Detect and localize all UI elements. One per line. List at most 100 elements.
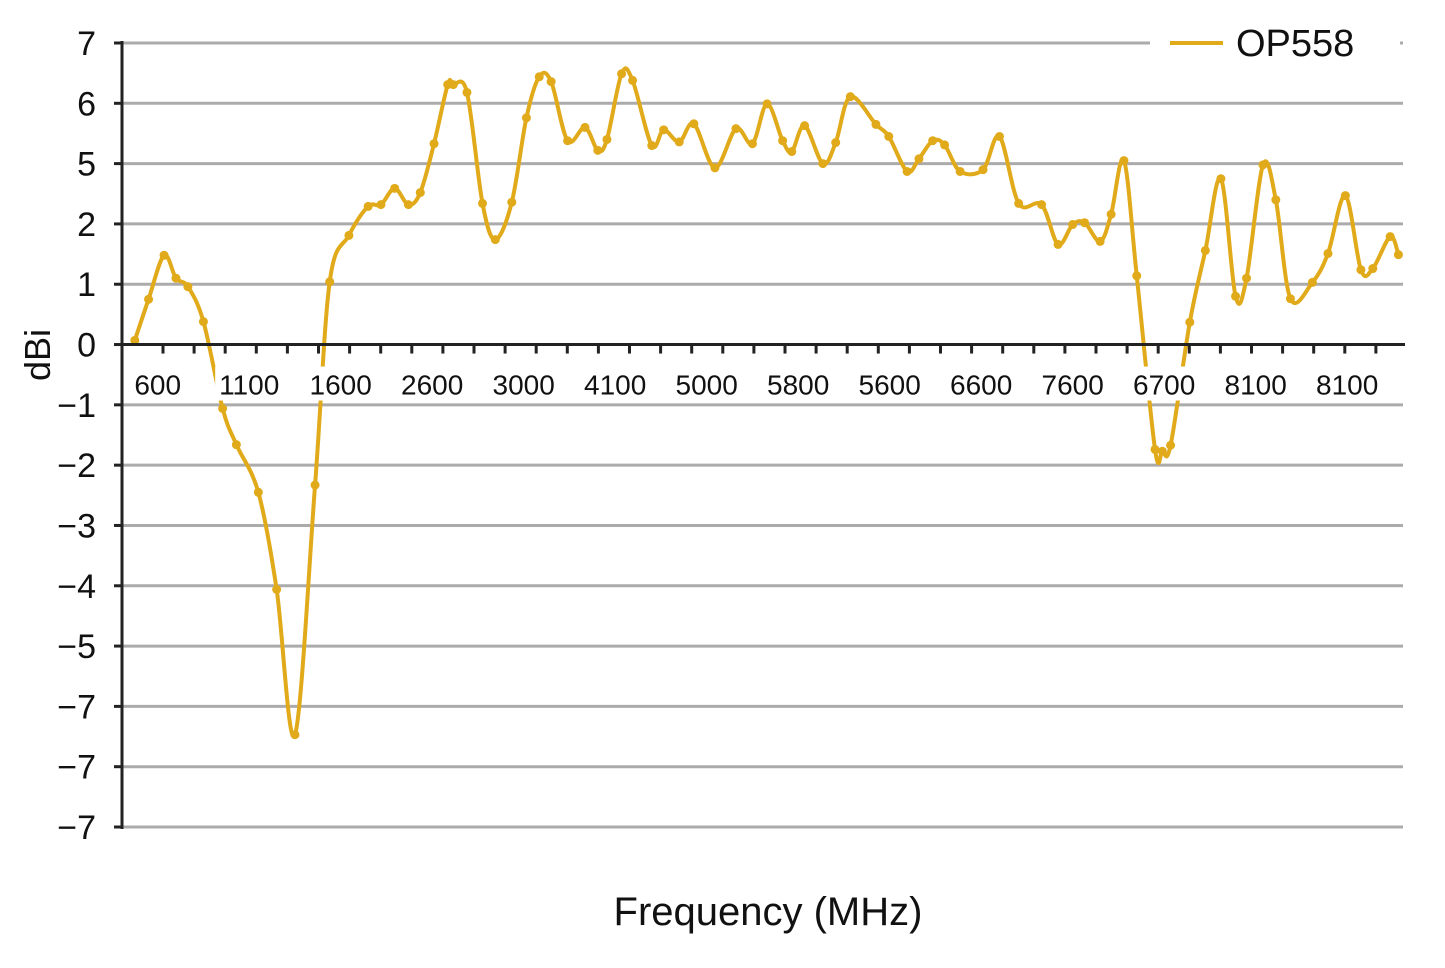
data-point <box>1307 277 1317 287</box>
data-point <box>403 200 413 210</box>
data-point <box>546 77 556 87</box>
data-point <box>231 440 241 450</box>
data-point <box>1080 218 1090 228</box>
data-point <box>1385 232 1395 242</box>
data-point <box>490 235 500 245</box>
y-tick-label: 5 <box>77 146 96 184</box>
data-point <box>1132 271 1142 281</box>
data-point <box>1014 198 1024 208</box>
data-point <box>521 113 531 123</box>
y-tick-label: −4 <box>57 568 96 606</box>
data-point <box>602 134 612 144</box>
data-point <box>1340 191 1350 201</box>
data-point <box>363 201 373 211</box>
data-point <box>731 124 741 134</box>
data-point <box>800 121 810 131</box>
y-tick-label: −7 <box>57 749 96 787</box>
y-tick-label: −7 <box>57 809 96 847</box>
data-point <box>1271 195 1281 205</box>
data-point <box>580 122 590 132</box>
x-tick-label-background <box>398 366 467 401</box>
data-point <box>429 139 439 149</box>
x-tick-label: 4100 <box>584 370 646 401</box>
data-point <box>415 188 425 198</box>
data-point <box>617 69 627 79</box>
x-tick-labels: 600 1100 1600 2600 3000 4100 5000 5800 5600 6600 7… <box>123 366 1382 401</box>
x-tick-label-background <box>764 366 833 401</box>
x-tick-label-background <box>855 366 924 401</box>
x-tick-label: 8100 <box>1316 370 1378 401</box>
x-tick-label: 6700 <box>1133 370 1195 401</box>
series-line <box>132 66 1401 739</box>
data-point <box>1231 291 1241 301</box>
data-point <box>831 138 841 148</box>
data-point <box>171 273 181 283</box>
data-point <box>272 584 282 594</box>
data-point <box>534 72 544 82</box>
data-point <box>1323 248 1333 258</box>
data-point <box>253 487 263 497</box>
data-point <box>159 250 169 260</box>
data-point <box>914 154 924 164</box>
y-axis-title: dBi <box>17 329 58 381</box>
y-tick-label: 6 <box>77 85 96 123</box>
data-point <box>144 294 154 304</box>
x-tick-label: 5600 <box>859 370 921 401</box>
data-point <box>344 230 354 240</box>
data-point <box>1119 156 1129 166</box>
data-point <box>955 166 965 176</box>
data-point <box>1166 440 1176 450</box>
data-point <box>647 141 657 151</box>
x-tick-label: 6600 <box>950 370 1012 401</box>
data-point <box>902 166 912 176</box>
data-point <box>1106 209 1116 219</box>
y-tick-label: −1 <box>57 387 96 425</box>
data-point <box>940 140 950 150</box>
y-tick-label: 2 <box>77 206 96 244</box>
data-point <box>818 159 828 169</box>
data-point <box>183 282 193 292</box>
x-tick-label-background <box>1038 366 1107 401</box>
data-point <box>762 99 772 109</box>
data-point <box>507 197 517 207</box>
data-point <box>1053 239 1063 249</box>
y-tick-label: −5 <box>57 628 96 666</box>
data-point <box>290 730 300 740</box>
y-tick-label: 7 <box>77 25 96 63</box>
data-point <box>198 317 208 327</box>
legend: OP558 <box>1150 18 1400 70</box>
series-op558 <box>130 66 1403 740</box>
y-tick-label: −3 <box>57 507 96 545</box>
data-point <box>787 147 797 157</box>
data-point <box>218 403 228 413</box>
data-point <box>563 136 573 146</box>
data-point <box>325 277 335 287</box>
data-point <box>1150 444 1160 454</box>
x-tick-label: 1100 <box>219 370 279 401</box>
data-point <box>1242 273 1252 283</box>
data-point <box>884 131 894 141</box>
data-point <box>1368 264 1378 274</box>
y-tick-label: 0 <box>77 327 96 365</box>
y-tick-labels: 7 6 5 2 1 0 −1 −2 −3 −4 −5 −7 −7 −7 <box>57 25 96 847</box>
data-point <box>978 165 988 175</box>
y-tick-label: 1 <box>77 266 96 304</box>
data-point <box>390 183 400 193</box>
data-point <box>478 198 488 208</box>
data-point <box>1216 174 1226 184</box>
x-tick-label: 5800 <box>767 370 829 401</box>
data-point <box>1095 236 1105 246</box>
x-tick-label: 2600 <box>401 370 463 401</box>
data-point <box>674 137 684 147</box>
x-tick-label: 8100 <box>1225 370 1287 401</box>
x-axis-title: Frequency (MHz) <box>614 890 923 934</box>
x-tick-label-background <box>581 366 650 401</box>
data-point <box>928 136 938 146</box>
data-point <box>1200 245 1210 255</box>
data-point <box>310 480 320 490</box>
data-point <box>448 80 458 90</box>
x-tick-label-background <box>947 366 1016 401</box>
x-tick-label-background <box>306 366 375 401</box>
x-tick-label: 3000 <box>493 370 555 401</box>
data-point <box>994 131 1004 141</box>
